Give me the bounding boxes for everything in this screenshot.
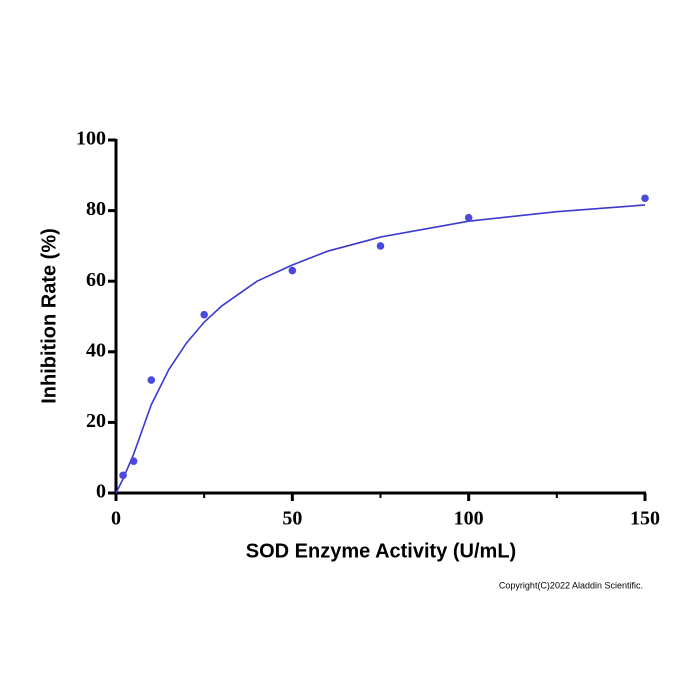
data-point: [129, 457, 138, 466]
copyright: Copyright(C)2022 Aladdin Scientific.: [499, 580, 643, 590]
x-tick-label: 100: [454, 508, 484, 530]
y-axis-title: Inhibition Rate (%): [38, 228, 60, 404]
y-tick-label: 100: [76, 128, 106, 150]
x-tick-label: 150: [630, 508, 660, 530]
x-tick-label: 0: [111, 508, 121, 530]
data-point: [464, 213, 473, 222]
x-tick-label: 50: [282, 508, 302, 530]
data-point: [200, 310, 208, 319]
y-tick-label: 80: [86, 198, 106, 220]
y-tick-label: 20: [86, 410, 106, 432]
data-point: [288, 266, 297, 275]
y-tick-label: 60: [86, 269, 106, 291]
data-point: [641, 194, 649, 203]
data-point: [147, 376, 156, 384]
data-point: [119, 471, 127, 480]
y-tick-label: 0: [96, 481, 106, 503]
data-point: [376, 242, 385, 250]
fit-curve: [115, 204, 646, 494]
x-axis-title: SOD Enzyme Activity (U/mL): [246, 540, 516, 562]
y-tick-label: 40: [86, 339, 106, 361]
